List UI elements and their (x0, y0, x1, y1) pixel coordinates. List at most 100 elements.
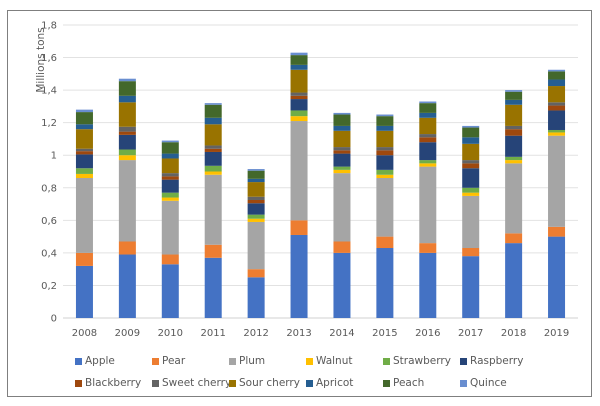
bar-stack-2011 (204, 103, 222, 318)
bar-segment-apple (75, 265, 93, 318)
bar-segment-blackberry (290, 95, 308, 100)
bar-segment-peach (75, 112, 93, 125)
x-tick-label: 2015 (372, 328, 397, 339)
bar-segment-raspberry (505, 135, 523, 157)
bar-segment-quince (161, 140, 179, 143)
bar-segment-plum (505, 163, 523, 234)
legend-item-plum: Plum (229, 355, 306, 367)
bar-segment-peach (247, 170, 265, 179)
bar-segment-peach (333, 114, 351, 126)
y-tick-label: 1,4 (41, 86, 57, 97)
bar-segment-apple (333, 252, 351, 318)
bar-segment-blackberry (247, 199, 265, 204)
bar-segment-sweet-cherry (462, 160, 480, 164)
bar-segment-raspberry (161, 179, 179, 193)
bar-segment-raspberry (247, 203, 265, 215)
legend-label: Sweet cherry (162, 377, 232, 389)
y-tick-label: 1,8 (41, 21, 57, 32)
bar-segment-raspberry (548, 110, 566, 130)
y-tick-label: 1 (51, 151, 57, 162)
bar-segment-blackberry (204, 148, 222, 152)
bar-segment-apricot (290, 64, 308, 70)
bar-segment-apricot (333, 125, 351, 131)
bar-stack-2012 (247, 169, 265, 318)
bar-stack-2008 (75, 109, 93, 318)
bar-stack-2018 (505, 90, 523, 318)
bar-segment-sweet-cherry (75, 148, 93, 152)
bar-segment-pear (161, 254, 179, 265)
bar-segment-sour-cherry (419, 117, 437, 135)
bar-segment-peach (419, 103, 437, 113)
legend-swatch (152, 357, 159, 365)
y-axis-ticks: 0 0,2 0,4 0,6 0,8 1 1,2 1,4 1,6 1,8 (41, 21, 57, 325)
legend-swatch (306, 379, 313, 387)
legend-item-strawberry: Strawberry (383, 355, 460, 367)
legend-item-blackberry: Blackberry (75, 377, 152, 389)
legend-label: Walnut (316, 355, 353, 367)
bar-segment-plum (290, 121, 308, 221)
bar-segment-sour-cherry (376, 130, 394, 148)
bar-segment-strawberry (247, 214, 265, 219)
bar-segment-blackberry (333, 150, 351, 154)
bar-segment-pear (118, 241, 136, 255)
bar-segment-pear (247, 269, 265, 278)
bar-segment-sweet-cherry (161, 173, 179, 177)
bar-segment-walnut (376, 174, 394, 179)
y-tick-label: 1,2 (41, 118, 57, 129)
legend-label: Quince (470, 377, 507, 389)
bar-segment-peach (161, 142, 179, 154)
bar-segment-raspberry (75, 154, 93, 169)
bar-segment-apricot (505, 99, 523, 105)
bar-segment-walnut (290, 116, 308, 122)
bar-segment-quince (204, 103, 222, 105)
bar-segment-sour-cherry (462, 143, 480, 161)
x-tick-label: 2009 (115, 328, 140, 339)
bar-segment-peach (118, 81, 136, 96)
bar-segment-sour-cherry (75, 129, 93, 149)
x-tick-label: 2008 (72, 328, 97, 339)
legend-label: Blackberry (85, 377, 142, 389)
legend-label: Plum (239, 355, 266, 367)
bar-segment-apricot (376, 125, 394, 131)
bar-segment-peach (204, 104, 222, 118)
bar-stack-2015 (376, 114, 394, 318)
bar-segment-plum (548, 135, 566, 227)
legend-label: Strawberry (393, 355, 451, 367)
bar-segment-strawberry (118, 149, 136, 156)
legend-item-sweet-cherry: Sweet cherry (152, 377, 232, 389)
bar-segment-plum (204, 174, 222, 245)
bar-segment-plum (462, 195, 480, 249)
bar-segment-apple (462, 256, 480, 318)
bar-segment-strawberry (333, 166, 351, 170)
bar-segment-blackberry (548, 105, 566, 111)
bar-stack-2016 (419, 101, 437, 318)
bars (75, 52, 566, 318)
legend-row: Blackberry Sweet cherry Sour cherry Apricot… (75, 372, 585, 394)
legend-swatch (229, 357, 236, 365)
legend-item-walnut: Walnut (306, 355, 383, 367)
y-tick-label: 1,6 (41, 53, 57, 64)
legend-item-sour-cherry: Sour cherry (229, 377, 306, 389)
bar-segment-plum (75, 178, 93, 253)
bar-segment-plum (333, 173, 351, 242)
bar-segment-walnut (118, 155, 136, 161)
bar-segment-sour-cherry (247, 182, 265, 197)
x-tick-label: 2019 (544, 328, 569, 339)
bar-segment-peach (376, 116, 394, 126)
bar-segment-plum (376, 178, 394, 237)
x-tick-label: 2012 (243, 328, 268, 339)
legend-swatch (229, 379, 236, 387)
bar-segment-quince (505, 90, 523, 92)
x-tick-label: 2010 (158, 328, 183, 339)
bar-segment-quince (290, 52, 308, 56)
bar-segment-apple (161, 264, 179, 318)
bar-segment-sweet-cherry (290, 92, 308, 96)
bar-segment-blackberry (376, 150, 394, 156)
bar-segment-plum (118, 160, 136, 242)
bar-segment-strawberry (419, 160, 437, 164)
bar-segment-blackberry (161, 176, 179, 180)
legend-label: Sour cherry (239, 377, 300, 389)
legend-item-quince: Quince (460, 377, 537, 389)
bar-segment-sweet-cherry (376, 147, 394, 151)
bar-segment-quince (548, 69, 566, 72)
